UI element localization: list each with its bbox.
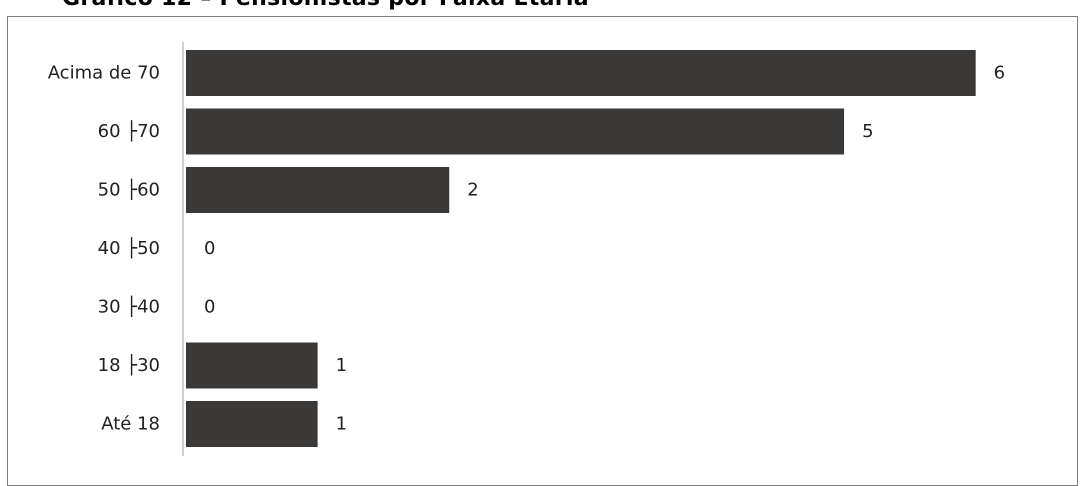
category-label: 18 ├30: [98, 354, 160, 376]
category-label: 40 ├50: [98, 237, 160, 259]
value-label: 1: [336, 355, 347, 376]
category-label: 50 ├60: [98, 179, 160, 201]
bar: [186, 401, 318, 447]
value-label: 0: [204, 238, 215, 259]
bar-chart: Acima de 70 6 60 ├70 5 50 ├60 2 40 ├50 0 30 ├40 0…: [48, 42, 1005, 456]
bar: [186, 342, 318, 389]
bar: [186, 50, 976, 96]
category-label: 60 ├70: [98, 120, 160, 142]
value-label: 5: [862, 121, 873, 142]
value-label: 1: [336, 414, 347, 435]
bar: [186, 167, 450, 213]
bar: [186, 108, 845, 155]
value-label: 0: [204, 297, 215, 318]
category-label: Acima de 70: [48, 63, 160, 84]
category-label: Até 18: [101, 414, 160, 435]
value-label: 2: [467, 180, 478, 201]
chart-title: Gráfico 12 – Pensionistas por Faixa Etár…: [62, 0, 589, 11]
category-label: 30 ├40: [98, 296, 160, 318]
value-label: 6: [994, 63, 1005, 84]
